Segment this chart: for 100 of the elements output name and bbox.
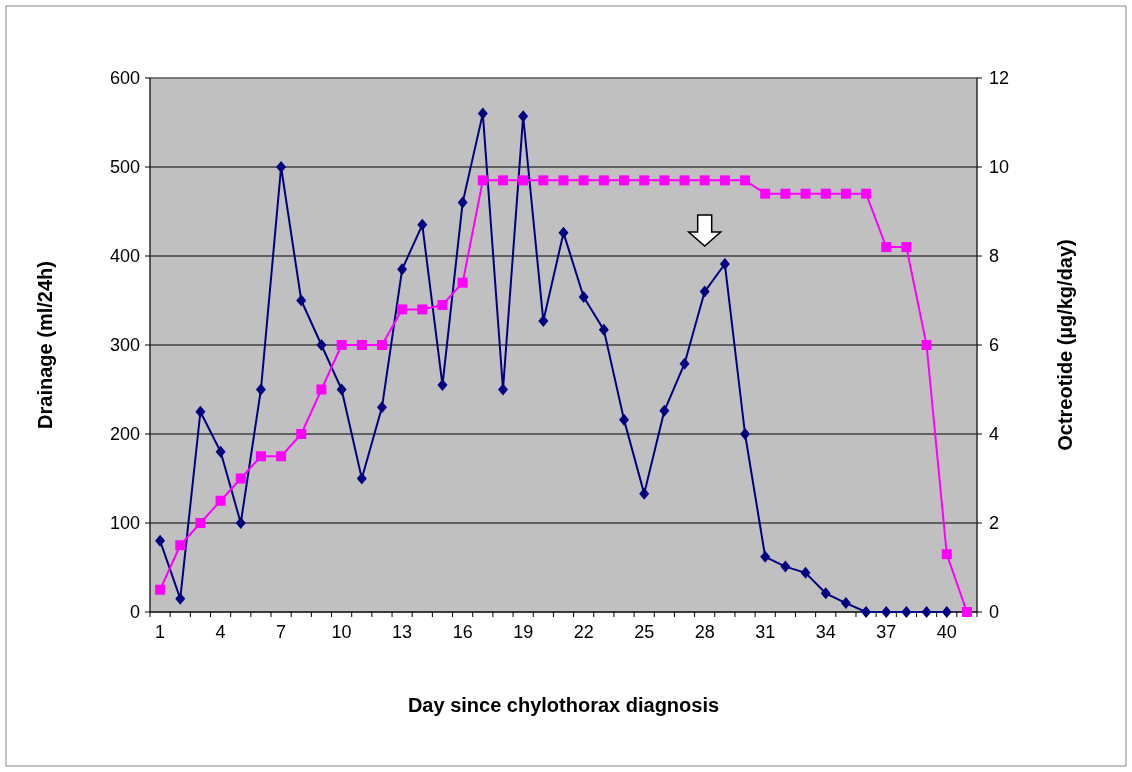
point	[901, 606, 912, 618]
point	[296, 429, 307, 439]
point	[316, 339, 327, 351]
point	[376, 401, 387, 414]
x-tick-label: 13	[392, 622, 413, 642]
x-tick-label: 40	[936, 622, 957, 642]
x-tick-label: 10	[331, 622, 352, 642]
x-tick-label: 22	[573, 622, 594, 642]
point	[961, 607, 972, 617]
point	[497, 175, 508, 186]
point	[175, 540, 186, 551]
point	[276, 451, 287, 462]
x-tick-label: 7	[276, 622, 287, 642]
y2-tick-label: 8	[989, 246, 1000, 267]
point	[659, 404, 670, 417]
point	[195, 405, 206, 418]
point	[659, 175, 670, 186]
point	[719, 175, 730, 186]
point	[881, 242, 892, 253]
x-tick-label: 4	[215, 622, 226, 642]
y2-tick-label: 10	[989, 157, 1010, 178]
y2-tick-label: 2	[989, 513, 1000, 534]
point	[558, 226, 569, 239]
point	[477, 175, 488, 186]
point	[397, 263, 408, 276]
point	[921, 340, 932, 350]
point	[740, 428, 751, 440]
point	[921, 606, 932, 618]
x-tick-label: 16	[452, 622, 473, 642]
point	[800, 566, 811, 579]
point	[558, 175, 569, 186]
point	[800, 188, 811, 199]
point	[760, 550, 771, 563]
point	[336, 383, 347, 396]
point	[457, 196, 468, 209]
point	[699, 285, 710, 298]
x-tick-label: 1	[155, 622, 166, 642]
point	[235, 517, 246, 529]
point	[619, 413, 630, 426]
y2-tick-label: 4	[989, 424, 1000, 445]
point	[215, 445, 226, 458]
point	[356, 472, 367, 485]
point	[820, 587, 831, 600]
point	[417, 218, 428, 231]
point	[276, 161, 287, 173]
x-tick-label: 34	[815, 622, 836, 642]
point	[397, 304, 408, 315]
point	[255, 383, 266, 396]
point	[598, 323, 609, 336]
point	[861, 188, 872, 199]
point	[356, 340, 367, 350]
point	[155, 534, 166, 547]
point	[820, 188, 831, 199]
point	[336, 340, 347, 350]
point	[780, 188, 791, 199]
y2-tick-label: 6	[989, 335, 1000, 356]
y-tick-label: 0	[129, 602, 140, 623]
point	[679, 357, 690, 370]
point	[296, 294, 307, 307]
point	[457, 277, 468, 288]
point	[155, 584, 166, 595]
y-tick-label: 500	[109, 157, 140, 178]
point	[639, 175, 650, 186]
point	[437, 299, 448, 310]
y-tick-label: 100	[109, 513, 140, 534]
y2-tick-label: 12	[989, 68, 1010, 89]
point	[861, 606, 872, 618]
y-axis-title: Drainage (ml/24h)	[34, 261, 56, 429]
point	[235, 473, 246, 484]
point	[518, 175, 529, 186]
point	[578, 290, 589, 303]
point	[840, 597, 851, 610]
point	[840, 188, 851, 199]
y-tick-label: 400	[109, 246, 140, 267]
point	[417, 304, 428, 315]
y2-tick-label: 0	[989, 602, 1000, 623]
y-tick-label: 300	[109, 335, 140, 356]
point	[780, 560, 791, 573]
point	[941, 606, 952, 618]
x-tick-label: 31	[755, 622, 776, 642]
point	[740, 175, 751, 186]
point	[679, 175, 690, 186]
y-tick-label: 600	[109, 68, 140, 89]
point	[175, 592, 186, 605]
point	[376, 340, 387, 350]
point	[699, 175, 710, 186]
point	[760, 188, 771, 199]
x-tick-label: 25	[634, 622, 655, 642]
point	[255, 451, 266, 462]
y-tick-label: 200	[109, 424, 140, 445]
x-tick-label: 19	[513, 622, 534, 642]
point	[901, 242, 912, 253]
point	[881, 606, 892, 618]
point	[639, 487, 650, 500]
point	[316, 384, 327, 395]
point	[598, 175, 609, 186]
x-axis-title: Day since chylothorax diagnosis	[407, 694, 720, 716]
point	[619, 175, 630, 186]
point	[538, 175, 549, 186]
point	[719, 258, 730, 271]
